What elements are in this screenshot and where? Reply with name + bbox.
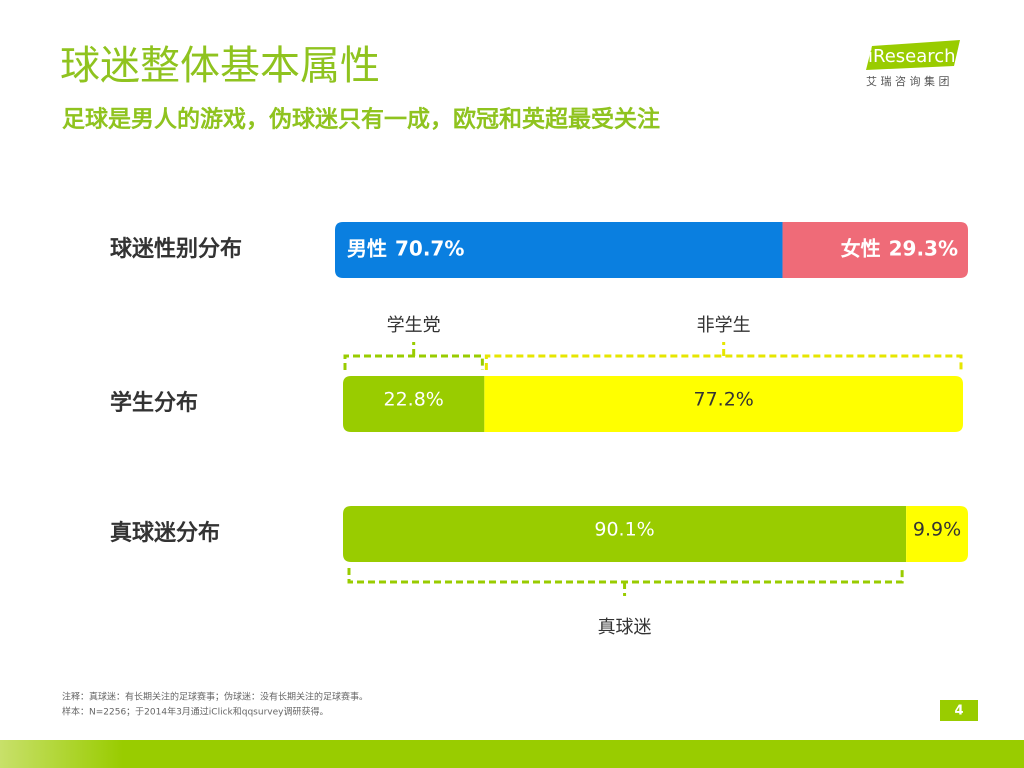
segment-name: 学生党 [387, 315, 441, 336]
footer-band [0, 740, 1024, 768]
bar-segment [906, 506, 968, 562]
value-label: 70.7% [395, 237, 464, 261]
chart-title: 球迷性别分布 [110, 236, 242, 262]
bar-segment [343, 376, 485, 432]
bracket [343, 342, 484, 370]
bar-segment [782, 222, 968, 278]
segment-name: 非学生 [697, 315, 751, 336]
slide-subtitle: 足球是男人的游戏，伪球迷只有一成，欧冠和英超最受关注 [62, 106, 660, 133]
value-label: 22.8% [384, 389, 444, 411]
chart-title: 真球迷分布 [110, 520, 220, 546]
slide-title: 球迷整体基本属性 [60, 43, 380, 89]
chart-title: 学生分布 [110, 390, 198, 416]
logo-shape [866, 40, 960, 70]
value-label: 9.9% [913, 519, 961, 541]
bracket [484, 342, 963, 370]
footnote: 注释：真球迷：有长期关注的足球赛事；伪球迷：没有长期关注的足球赛事。 [62, 691, 368, 703]
logo: iResearch [868, 46, 956, 67]
value-label: 77.2% [694, 389, 754, 411]
bracket [347, 568, 904, 596]
logo-subtitle: 艾 瑞 咨 询 集 团 [866, 74, 949, 88]
bar-segment [484, 376, 963, 432]
footnote: 样本：N=2256；于2014年3月通过iClick和qqsurvey调研获得。 [62, 706, 328, 718]
page-number: 4 [954, 704, 963, 719]
bar-segment [343, 506, 907, 562]
segment-name: 真球迷 [598, 617, 652, 638]
value-label: 90.1% [594, 519, 654, 541]
bar-segment [335, 222, 783, 278]
page-number-box [940, 700, 978, 721]
segment-name: 男性 [347, 237, 387, 261]
value-label: 29.3% [889, 237, 958, 261]
segment-name: 女性 [841, 237, 881, 261]
